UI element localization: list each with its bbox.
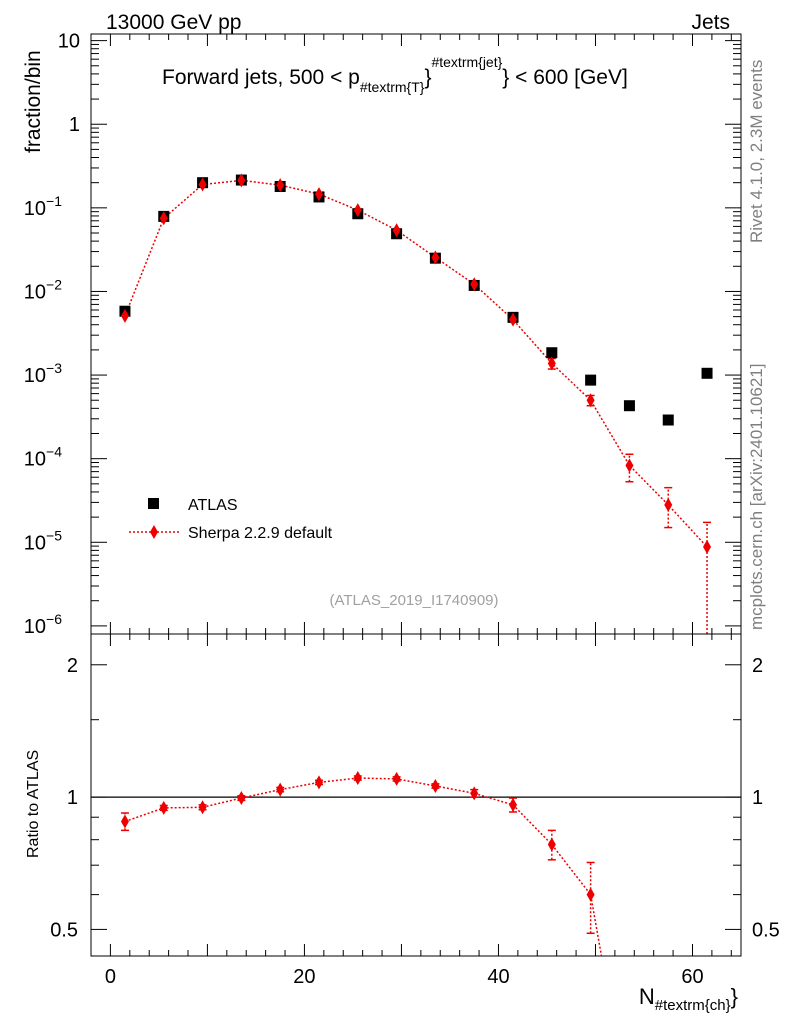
atlas-point [662, 414, 674, 426]
y-tick-label: 10−5 [24, 527, 62, 554]
main-title: Forward jets, 500 < p#textrm{T}}#textrm{… [162, 54, 628, 95]
main-ylabel: fraction/bin [22, 50, 45, 153]
mcplots-label: mcplots.cern.ch [arXiv:2401.10621] [747, 364, 766, 630]
ratio-y-tick-label: 2 [67, 655, 78, 677]
sherpa-point [431, 250, 440, 265]
sherpa-point [159, 211, 168, 226]
legend-sherpa-marker [150, 525, 158, 539]
ratio-point [276, 782, 285, 797]
ratio-y-tick-label: 1 [67, 787, 78, 809]
legend-atlas-marker [148, 498, 159, 509]
legend-sherpa-label: Sherpa 2.2.9 default [188, 525, 333, 542]
ratio-frame [90, 633, 742, 957]
ratio-point [237, 791, 246, 806]
ratio-y-tick-label-right: 0.5 [752, 919, 780, 941]
ratio-point [547, 837, 556, 852]
ratio-panel: 0 20 40 60 0.5 0.5 1 1 2 2 [50, 633, 780, 988]
ratio-point [509, 797, 518, 812]
sherpa-point [276, 178, 285, 193]
y-tick-label: 10−6 [24, 611, 62, 638]
sherpa-point [314, 187, 323, 202]
ratio-point [431, 778, 440, 793]
ratio-point [198, 800, 207, 815]
sherpa-point [237, 173, 246, 188]
ratio-point [159, 800, 168, 815]
y-tick-label: 1 [69, 114, 80, 136]
title-subscript: #textrm{T} [360, 79, 425, 95]
y-tick-label: 10 [58, 31, 80, 53]
sherpa-point [586, 393, 595, 408]
x-tick-label: 20 [293, 966, 315, 988]
y-tick-label: 10−1 [24, 193, 62, 220]
ratio-point [353, 771, 362, 786]
legend-atlas-label: ATLAS [188, 497, 238, 514]
title-superscript: #textrm{jet} [431, 54, 502, 70]
header-left: 13000 GeV pp [106, 11, 241, 34]
x-tick-label: 0 [105, 966, 116, 988]
ratio-point [470, 786, 479, 801]
atlas-point [585, 374, 597, 386]
ratio-series-line [124, 777, 603, 957]
ratio-y-tick-label: 0.5 [50, 919, 78, 941]
sherpa-point [353, 203, 362, 218]
sherpa-point [547, 356, 556, 371]
y-tick-label: 10−4 [24, 444, 62, 471]
sherpa-series-line [124, 179, 708, 548]
ratio-point [392, 771, 401, 786]
atlas-point [546, 347, 558, 359]
sherpa-point [625, 458, 634, 473]
main-frame [90, 33, 742, 635]
ratio-ylabel: Ratio to ATLAS [25, 750, 42, 858]
x-tick-label: 60 [681, 966, 703, 988]
header-right: Jets [691, 11, 730, 34]
ratio-y-tick-label-right: 1 [752, 787, 763, 809]
ratio-y-tick-label-right: 2 [752, 655, 763, 677]
legend: ATLAS Sherpa 2.2.9 default [129, 497, 333, 542]
sherpa-point [120, 308, 129, 323]
y-tick-label: 10−2 [24, 276, 62, 303]
main-panel: 10−6 10−5 10−4 10−3 10−2 10−1 1 10 [24, 31, 742, 638]
sherpa-point [509, 312, 518, 327]
sherpa-point [664, 497, 673, 512]
analysis-watermark: (ATLAS_2019_I1740909) [329, 592, 498, 609]
rivet-label: Rivet 4.1.0, 2.3M events [747, 60, 766, 243]
x-tick-label: 40 [487, 966, 509, 988]
y-tick-label: 10−3 [24, 360, 62, 387]
sherpa-point [703, 539, 712, 554]
x-axis-label: N#textrm{ch}} [639, 984, 738, 1014]
sherpa-point [198, 177, 207, 192]
sherpa-point [470, 277, 479, 292]
atlas-point [701, 367, 713, 379]
ratio-point [314, 775, 323, 790]
sherpa-point [392, 223, 401, 238]
ratio-point [586, 887, 595, 902]
ratio-point [120, 814, 129, 829]
atlas-point [623, 400, 635, 412]
